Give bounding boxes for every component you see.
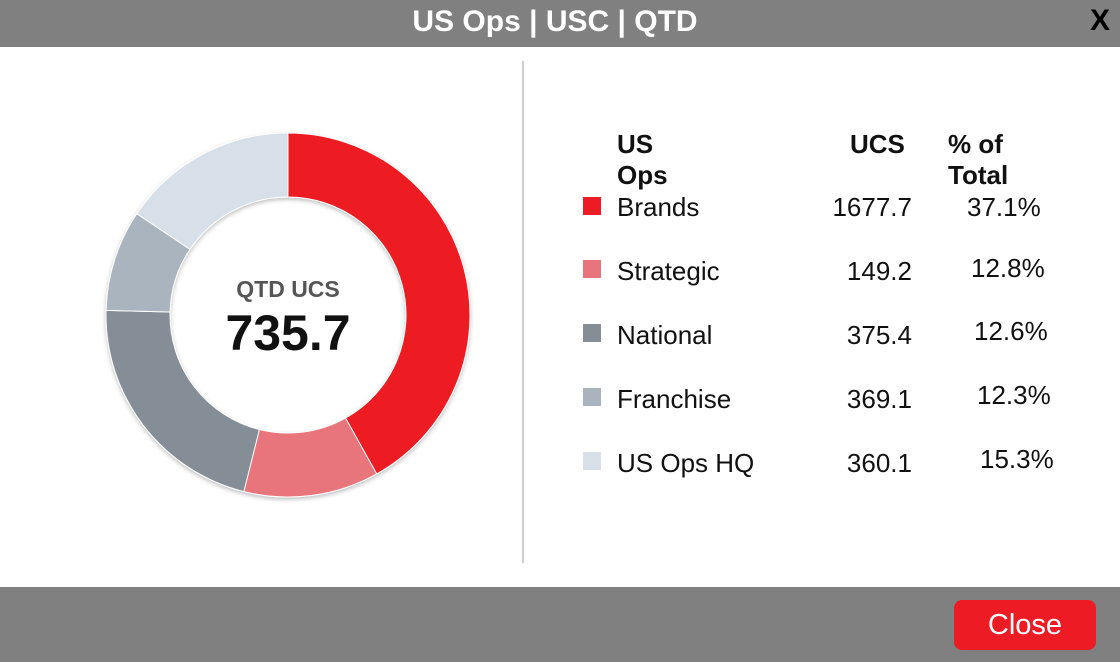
column-header-pct: % of Total: [948, 129, 1009, 190]
close-icon[interactable]: X: [1089, 4, 1110, 37]
column-header-ucs: UCS: [850, 129, 905, 159]
legend-row-pct: 37.1%: [967, 192, 1041, 222]
dialog-footer: Close: [0, 587, 1120, 662]
legend-swatch-franchise: [583, 388, 601, 406]
legend-swatch-brands: [583, 197, 601, 215]
legend-swatch-us-ops-hq: [583, 452, 601, 470]
legend-row-pct: 15.3%: [980, 444, 1054, 474]
legend-row-name: Brands: [617, 192, 700, 222]
legend-row-name: US Ops HQ: [617, 448, 755, 478]
donut-svg: [105, 132, 471, 498]
donut-center-label: QTD UCS: [236, 276, 340, 302]
legend-row-name: Strategic: [617, 256, 720, 286]
legend-row-ucs: 375.4: [846, 320, 912, 350]
close-button[interactable]: Close: [954, 600, 1096, 650]
donut-center-value: 735.7: [225, 305, 351, 361]
donut-slice-brands: [287, 132, 471, 475]
donut-slice-us-ops-hq: [136, 132, 289, 250]
dialog-content: QTD UCS 735.7 US Ops UCS % of Total Bran…: [0, 47, 1120, 587]
legend-row-pct: 12.8%: [971, 253, 1045, 283]
legend-swatch-national: [583, 324, 601, 342]
column-header-name: US Ops: [617, 129, 668, 190]
legend-row-ucs: 369.1: [846, 384, 912, 414]
donut-chart: QTD UCS 735.7: [0, 47, 522, 587]
legend-row-ucs: 149.2: [846, 256, 912, 286]
legend-row-name: National: [617, 320, 713, 350]
legend-row-pct: 12.6%: [974, 316, 1048, 346]
legend-row-pct: 12.3%: [977, 380, 1051, 410]
vertical-divider: [522, 61, 524, 563]
legend-swatch-strategic: [583, 260, 601, 278]
title-bar: US Ops | USC | QTD X: [0, 0, 1120, 47]
legend-row-ucs: 360.1: [846, 448, 912, 478]
dialog-title: US Ops | USC | QTD: [412, 5, 698, 38]
legend-row-ucs: 1677.7: [832, 192, 912, 222]
legend-row-name: Franchise: [617, 384, 732, 414]
